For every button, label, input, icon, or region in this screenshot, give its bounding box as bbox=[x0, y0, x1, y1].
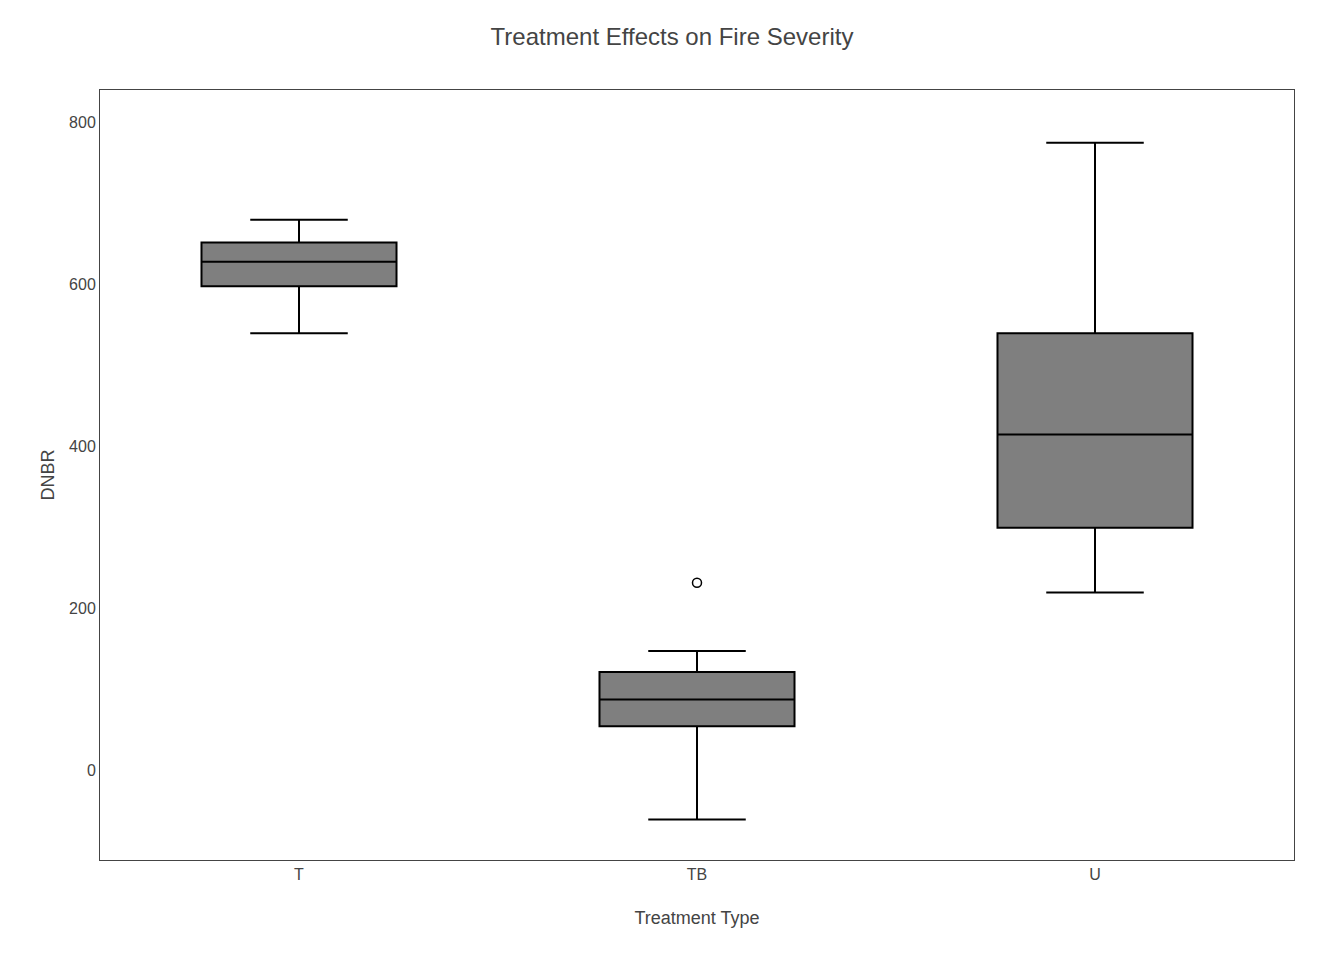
svg-text:400: 400 bbox=[69, 438, 96, 455]
svg-text:Treatment Effects on Fire Seve: Treatment Effects on Fire Severity bbox=[491, 23, 854, 50]
svg-text:Treatment Type: Treatment Type bbox=[634, 908, 759, 928]
svg-text:200: 200 bbox=[69, 600, 96, 617]
svg-text:600: 600 bbox=[69, 276, 96, 293]
svg-text:U: U bbox=[1089, 866, 1101, 883]
svg-text:T: T bbox=[294, 866, 304, 883]
svg-text:DNBR: DNBR bbox=[38, 449, 58, 500]
svg-text:800: 800 bbox=[69, 114, 96, 131]
svg-text:TB: TB bbox=[687, 866, 707, 883]
svg-text:0: 0 bbox=[87, 762, 96, 779]
